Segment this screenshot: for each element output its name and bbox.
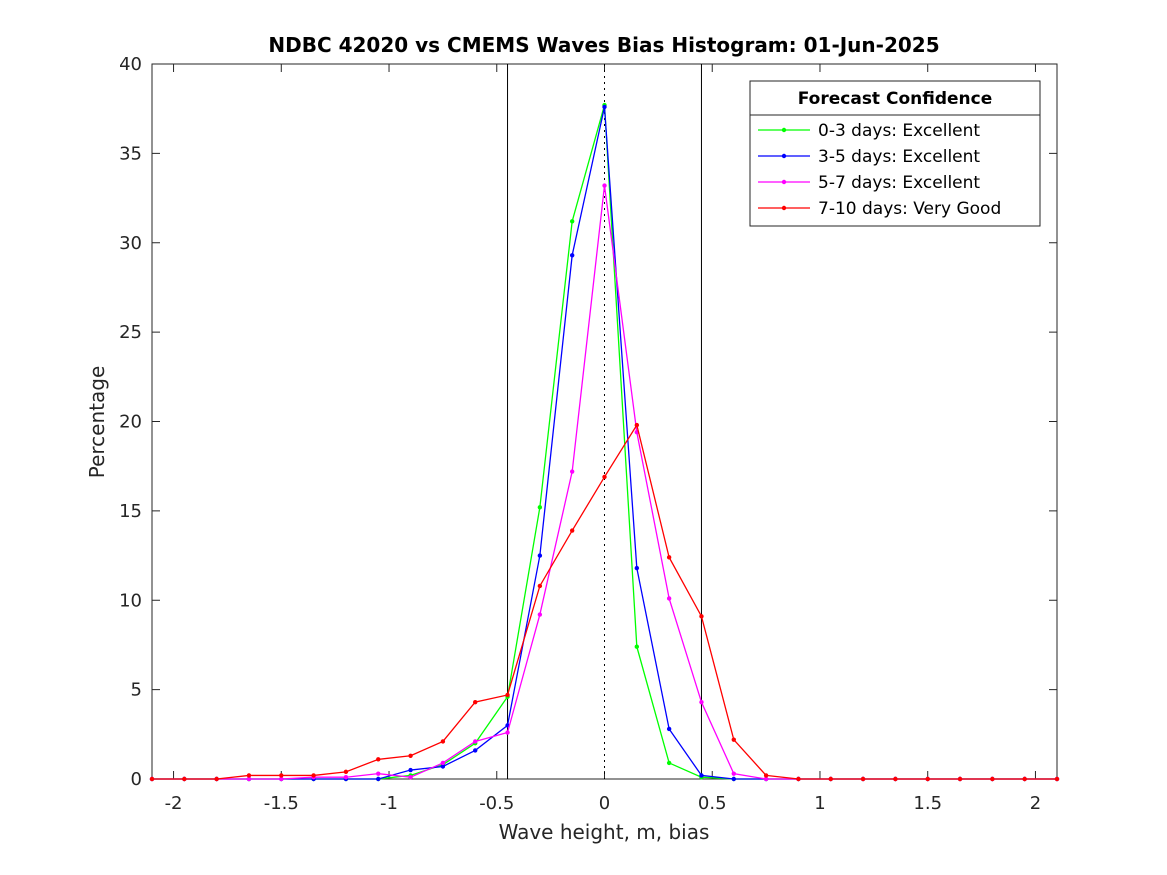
series-1-point xyxy=(569,219,575,224)
series-4-point xyxy=(1022,776,1027,782)
series-3-point xyxy=(731,771,736,776)
series-4-point xyxy=(246,773,252,778)
series-2-point xyxy=(731,776,736,782)
x-tick-label: -0.5 xyxy=(479,793,514,814)
x-axis-label: Wave height, m, bias xyxy=(499,820,710,844)
series-4-point xyxy=(1054,776,1060,782)
legend: Forecast Confidence 0-3 days: Excellent 3-… xyxy=(749,80,1041,227)
series-4-point xyxy=(311,773,316,778)
series-3-point xyxy=(666,596,672,601)
legend-swatch-marker xyxy=(781,153,787,159)
y-tick-label: 5 xyxy=(131,680,142,701)
x-tick-label: -2 xyxy=(165,793,183,814)
x-tick-label: 2 xyxy=(1030,793,1041,814)
y-tick-label: 35 xyxy=(119,143,142,164)
legend-title: Forecast Confidence xyxy=(798,89,993,109)
series-4-point xyxy=(957,776,963,782)
series-1-point xyxy=(666,760,672,766)
series-4-point xyxy=(634,422,640,428)
series-4-point xyxy=(440,739,446,744)
series-4-point xyxy=(666,555,672,560)
series-4-point xyxy=(343,769,349,775)
x-tick-label: -1 xyxy=(380,793,398,814)
series-1-point xyxy=(537,505,543,510)
legend-swatch-marker xyxy=(781,205,787,211)
y-axis-label: Percentage xyxy=(85,366,109,479)
x-tick-label: 0.5 xyxy=(698,793,727,814)
x-tick-label: 1.5 xyxy=(913,793,942,814)
legend-box xyxy=(749,80,1041,227)
series-3-point xyxy=(505,730,510,735)
series-4-point xyxy=(699,614,704,619)
series-2-point xyxy=(699,773,704,778)
series-2-point xyxy=(408,767,413,773)
legend-entry-label: 5-7 days: Excellent xyxy=(818,173,980,193)
series-4-point xyxy=(860,776,866,782)
series-4-point xyxy=(182,776,187,782)
series-4-point xyxy=(828,776,833,782)
legend-swatch-marker xyxy=(781,179,787,185)
series-2-point xyxy=(634,565,640,571)
series-3-point xyxy=(376,771,381,776)
series-2-point xyxy=(473,748,478,753)
series-2-point xyxy=(440,764,446,769)
series-3-point xyxy=(763,776,769,782)
y-tick-label: 30 xyxy=(119,233,142,254)
series-3-point xyxy=(279,776,284,782)
series-4-point xyxy=(763,773,769,778)
series-3-point xyxy=(473,739,478,744)
series-4-point xyxy=(149,776,155,782)
series-2-point xyxy=(666,726,672,732)
series-4-point xyxy=(602,474,607,480)
y-tick-label: 40 xyxy=(119,54,142,75)
series-4-point xyxy=(408,753,413,758)
series-3-point xyxy=(246,776,252,782)
x-tick-label: 0 xyxy=(599,793,610,814)
y-tick-label: 0 xyxy=(131,769,142,790)
legend-swatch-marker xyxy=(781,127,787,133)
series-1-point xyxy=(634,644,640,649)
series-3-point xyxy=(569,469,575,474)
x-tick-label: 1 xyxy=(814,793,825,814)
series-4-point xyxy=(569,528,575,533)
series-3-point xyxy=(537,612,543,617)
series-4-point xyxy=(731,737,736,742)
y-tick-label: 25 xyxy=(119,322,142,343)
series-4-point xyxy=(925,776,930,782)
series-2-point xyxy=(569,253,575,258)
series-3-point xyxy=(343,775,349,780)
chart-title: NDBC 42020 vs CMEMS Waves Bias Histogram… xyxy=(268,33,939,57)
series-4-point xyxy=(893,776,898,782)
y-tick-label: 20 xyxy=(119,412,142,433)
series-3-point xyxy=(699,699,704,705)
series-4-point xyxy=(376,757,381,762)
series-4-point xyxy=(214,776,219,782)
series-4-point xyxy=(990,776,995,782)
y-tick-label: 10 xyxy=(119,590,142,611)
series-4-point xyxy=(537,583,543,589)
series-4-point xyxy=(796,776,801,782)
series-4-point xyxy=(505,692,510,698)
series-4-point xyxy=(473,699,478,705)
series-2-point xyxy=(376,776,381,782)
legend-entry-label: 7-10 days: Very Good xyxy=(818,199,1001,219)
series-3-point xyxy=(602,183,607,188)
series-2-point xyxy=(537,553,543,558)
series-4-point xyxy=(279,773,284,778)
legend-entry-label: 3-5 days: Excellent xyxy=(818,147,980,167)
legend-entry-label: 0-3 days: Excellent xyxy=(818,121,980,141)
x-tick-label: -1.5 xyxy=(264,793,299,814)
series-3-point xyxy=(440,760,446,766)
series-2-point xyxy=(602,104,607,110)
y-tick-label: 15 xyxy=(119,501,142,522)
series-3-point xyxy=(408,775,413,780)
